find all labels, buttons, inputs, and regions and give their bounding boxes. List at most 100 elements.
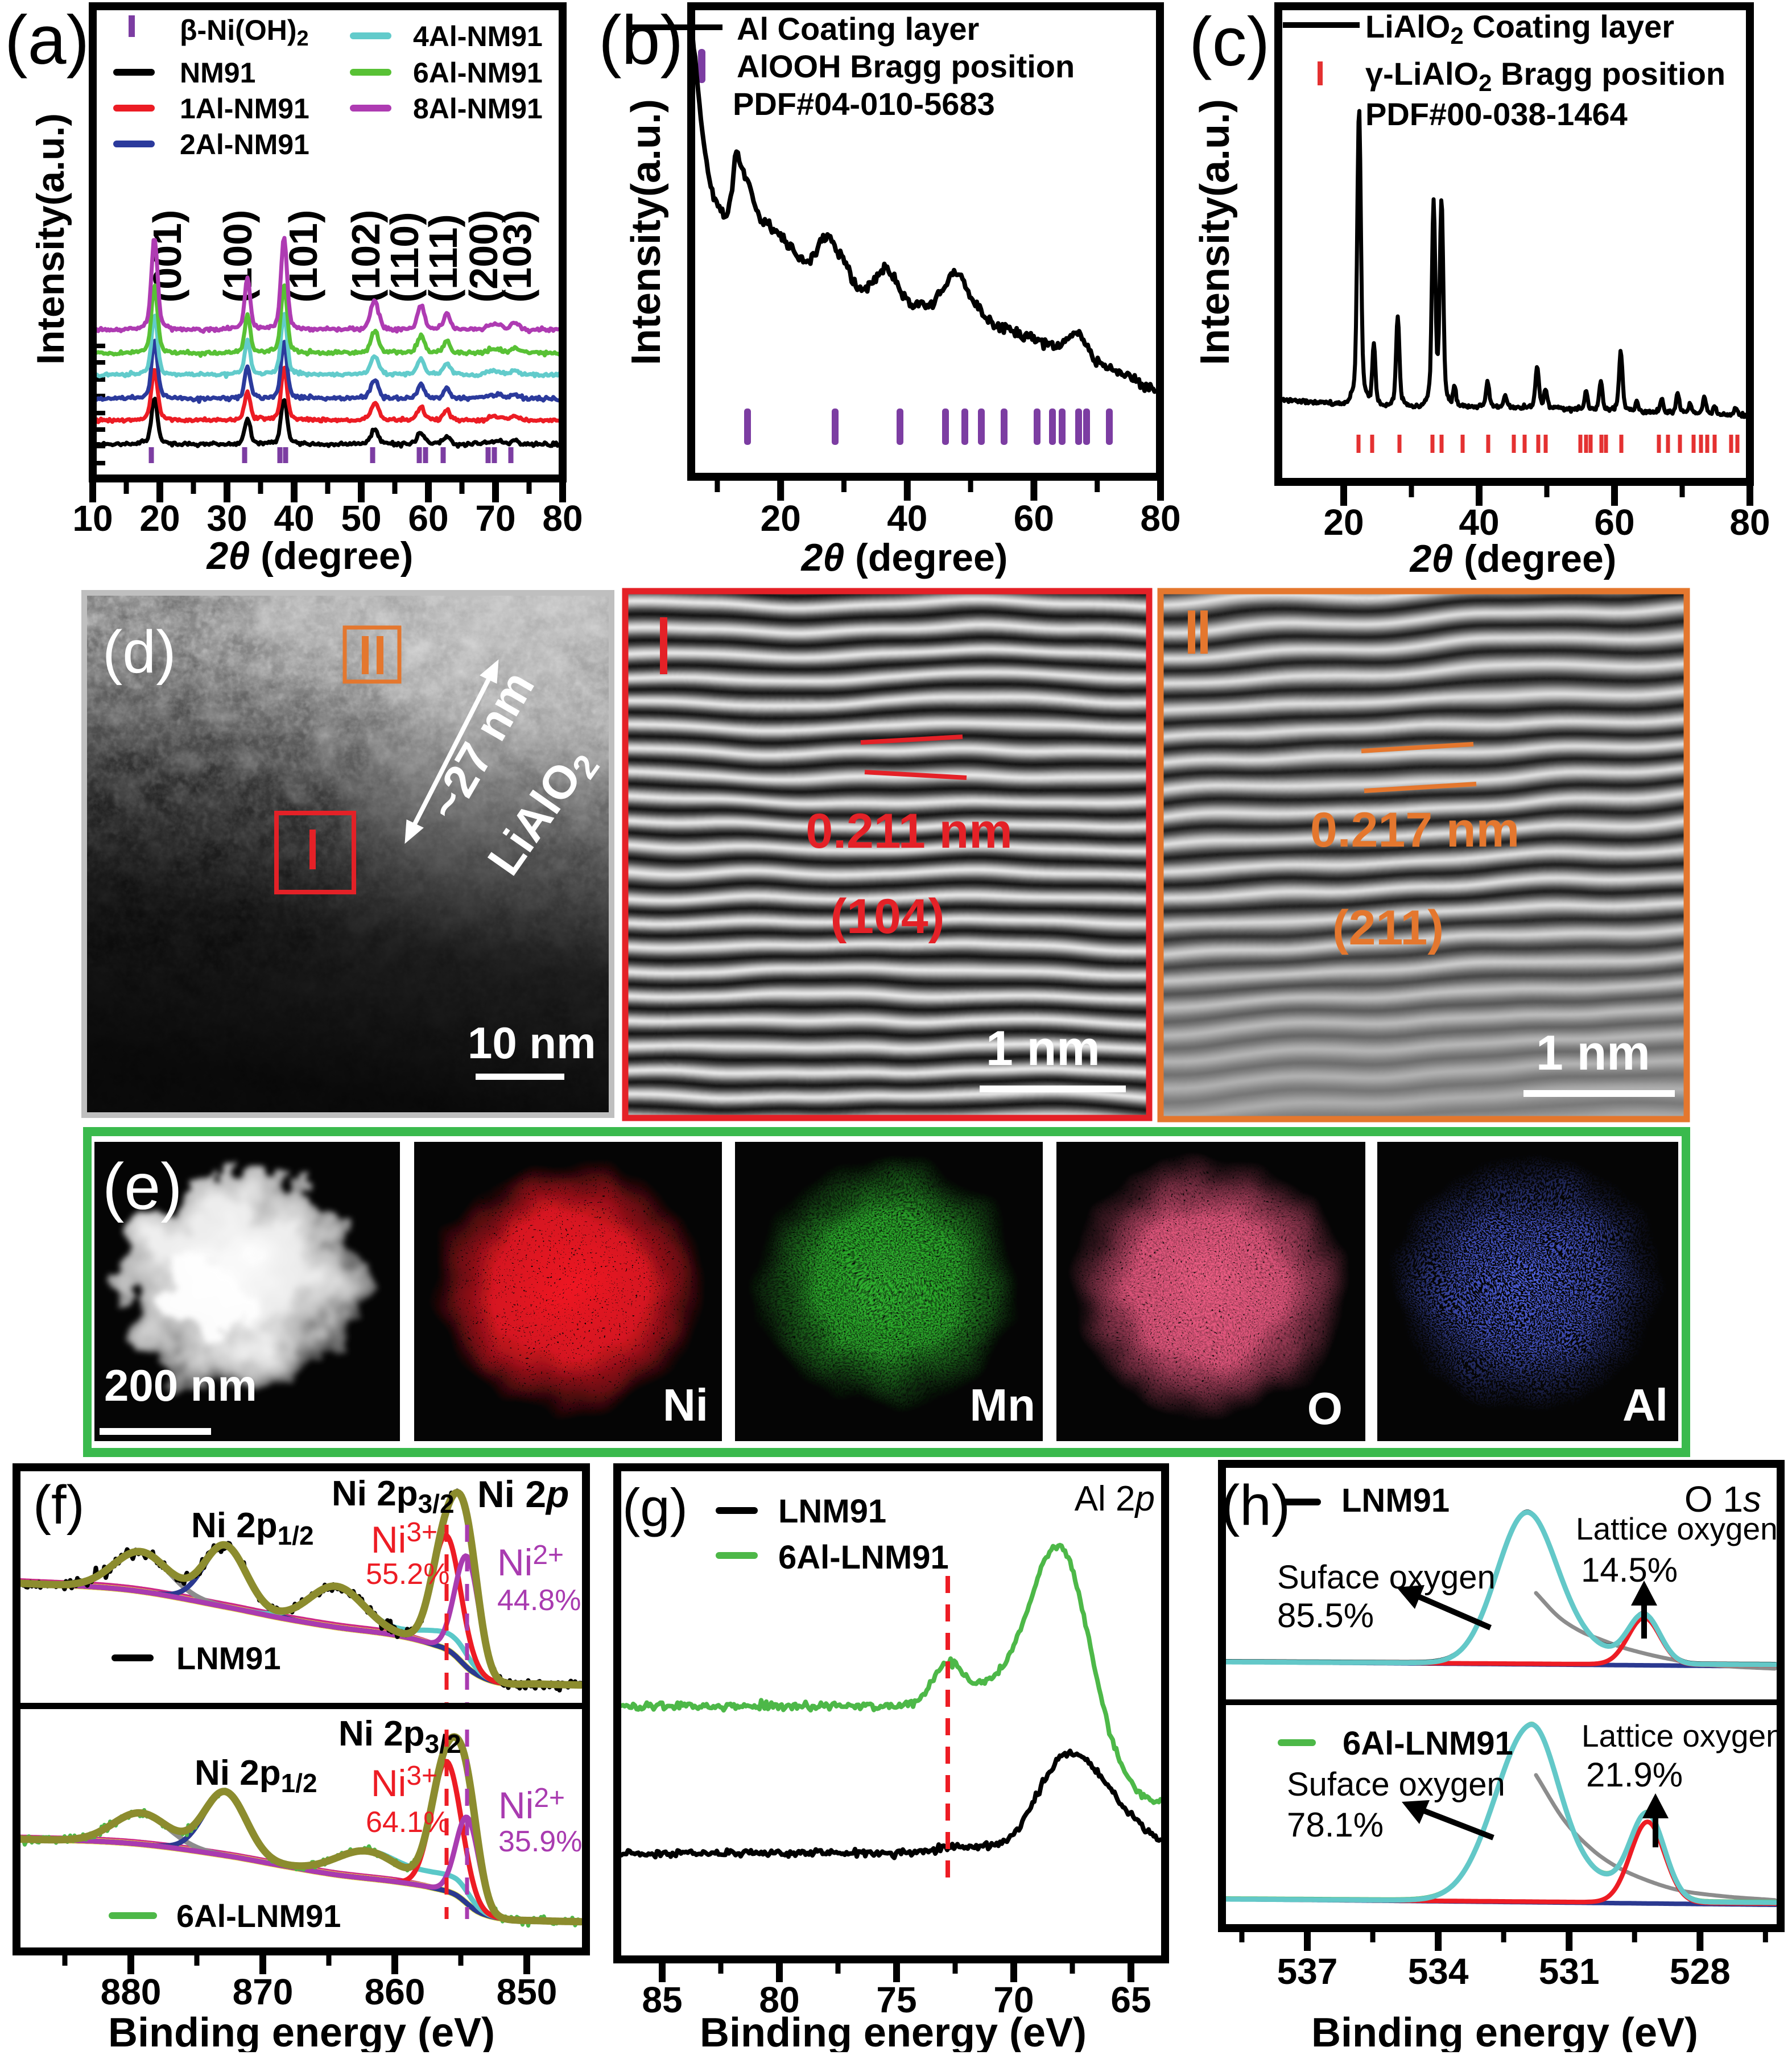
svg-text:Al: Al	[1622, 1380, 1668, 1430]
svg-text:200 nm: 200 nm	[104, 1360, 257, 1410]
svg-text:(e): (e)	[102, 1150, 183, 1223]
svg-text:531: 531	[1539, 1951, 1600, 1992]
svg-text:8Al-NM91: 8Al-NM91	[413, 93, 543, 125]
svg-text:60: 60	[1014, 498, 1054, 539]
svg-text:Intensity(a.u.): Intensity(a.u.)	[624, 99, 669, 365]
svg-text:LNM91: LNM91	[778, 1493, 886, 1530]
svg-text:Binding energy (eV): Binding energy (eV)	[700, 2010, 1087, 2052]
svg-text:6Al-LNM91: 6Al-LNM91	[778, 1539, 949, 1576]
svg-text:Binding energy (eV): Binding energy (eV)	[1311, 2010, 1698, 2052]
svg-text:Lattice oxygen: Lattice oxygen	[1582, 1718, 1783, 1753]
svg-text:6Al-NM91: 6Al-NM91	[413, 57, 543, 89]
svg-text:80: 80	[759, 1979, 799, 2020]
svg-text:(d): (d)	[102, 618, 176, 686]
svg-text:Mn: Mn	[969, 1380, 1035, 1430]
svg-text:70: 70	[993, 1979, 1034, 2020]
svg-text:(f): (f)	[33, 1475, 85, 1536]
svg-text:Ni: Ni	[663, 1380, 708, 1430]
svg-text:65: 65	[1110, 1979, 1151, 2020]
svg-text:Ni 2p: Ni 2p	[477, 1473, 569, 1515]
svg-text:80: 80	[542, 498, 583, 539]
svg-text:Ni2+: Ni2+	[498, 1783, 565, 1826]
svg-text:80: 80	[1140, 498, 1180, 539]
svg-text:528: 528	[1670, 1951, 1731, 1992]
svg-text:10 nm: 10 nm	[468, 1018, 596, 1068]
svg-text:LNM91: LNM91	[1341, 1482, 1450, 1519]
svg-text:85: 85	[642, 1979, 682, 2020]
svg-text:(g): (g)	[622, 1478, 688, 1537]
svg-text:(102): (102)	[344, 210, 388, 303]
svg-text:1 nm: 1 nm	[986, 1021, 1100, 1076]
svg-text:85.5%: 85.5%	[1277, 1596, 1374, 1635]
svg-text:1Al-NM91: 1Al-NM91	[180, 93, 309, 125]
svg-text:γ-LiAlO2 Bragg position: γ-LiAlO2 Bragg position	[1365, 56, 1725, 96]
svg-text:(200): (200)	[461, 210, 506, 303]
svg-text:(111): (111)	[421, 214, 465, 303]
svg-text:860: 860	[365, 1971, 426, 2012]
svg-text:78.1%: 78.1%	[1287, 1806, 1384, 1844]
svg-text:14.5%: 14.5%	[1581, 1551, 1678, 1589]
svg-text:Ni3+: Ni3+	[371, 1517, 437, 1561]
svg-text:(104): (104)	[831, 889, 945, 944]
svg-text:537: 537	[1277, 1951, 1338, 1992]
svg-text:2θ (degree): 2θ (degree)	[1409, 537, 1617, 580]
svg-text:75: 75	[876, 1979, 916, 2020]
svg-text:0.211 nm: 0.211 nm	[806, 804, 1012, 859]
svg-text:Lattice oxygen: Lattice oxygen	[1576, 1511, 1778, 1546]
svg-text:Suface oxygen: Suface oxygen	[1287, 1766, 1505, 1803]
svg-text:40: 40	[1459, 502, 1499, 543]
svg-text:PDF#00-038-1464: PDF#00-038-1464	[1365, 96, 1628, 132]
svg-text:870: 870	[233, 1971, 294, 2012]
svg-text:30: 30	[207, 498, 247, 539]
svg-text:20: 20	[761, 498, 801, 539]
svg-text:20: 20	[139, 498, 180, 539]
svg-text:(h): (h)	[1221, 1474, 1290, 1537]
svg-text:10: 10	[72, 498, 113, 539]
svg-text:880: 880	[101, 1971, 162, 2012]
svg-text:40: 40	[887, 498, 927, 539]
svg-text:60: 60	[1594, 502, 1634, 543]
svg-text:(a): (a)	[5, 1, 89, 79]
svg-text:(103): (103)	[495, 210, 539, 303]
svg-text:4Al-NM91: 4Al-NM91	[413, 20, 543, 52]
svg-text:Al 2p: Al 2p	[1075, 1479, 1155, 1518]
svg-text:534: 534	[1408, 1951, 1469, 1992]
svg-text:Intensity(a.u.): Intensity(a.u.)	[1192, 99, 1238, 365]
svg-text:Suface oxygen: Suface oxygen	[1277, 1559, 1496, 1596]
svg-text:LNM91: LNM91	[176, 1640, 281, 1676]
svg-text:Intensity(a.u.): Intensity(a.u.)	[29, 113, 72, 365]
svg-text:PDF#04-010-5683: PDF#04-010-5683	[733, 86, 995, 122]
svg-text:35.9%: 35.9%	[498, 1825, 582, 1858]
svg-text:20: 20	[1323, 502, 1364, 543]
svg-text:850: 850	[497, 1971, 558, 2012]
svg-text:Binding energy (eV): Binding energy (eV)	[108, 2010, 495, 2052]
svg-text:Ni2+: Ni2+	[497, 1540, 564, 1583]
svg-text:(211): (211)	[1332, 901, 1444, 955]
svg-text:β-Ni(OH)2: β-Ni(OH)2	[180, 14, 309, 51]
svg-text:2θ (degree): 2θ (degree)	[206, 534, 414, 577]
svg-text:60: 60	[408, 498, 448, 539]
svg-text:40: 40	[274, 498, 314, 539]
svg-text:(100): (100)	[216, 210, 260, 303]
svg-text:(c): (c)	[1189, 3, 1270, 80]
svg-text:44.8%: 44.8%	[497, 1584, 581, 1617]
svg-text:55.2%: 55.2%	[366, 1558, 449, 1591]
svg-text:(110): (110)	[382, 212, 427, 303]
svg-text:Ni 2p1/2: Ni 2p1/2	[191, 1506, 314, 1550]
svg-text:50: 50	[341, 498, 381, 539]
svg-text:2Al-NM91: 2Al-NM91	[180, 129, 309, 160]
svg-text:2θ (degree): 2θ (degree)	[800, 536, 1008, 579]
svg-text:6Al-LNM91: 6Al-LNM91	[1343, 1725, 1513, 1762]
svg-text:NM91: NM91	[180, 57, 255, 89]
svg-text:1 nm: 1 nm	[1536, 1026, 1650, 1080]
svg-text:Al Coating layer: Al Coating layer	[737, 11, 979, 47]
svg-text:64.1%: 64.1%	[366, 1806, 449, 1839]
svg-text:21.9%: 21.9%	[1586, 1756, 1683, 1794]
svg-text:0.217 nm: 0.217 nm	[1310, 803, 1520, 857]
svg-text:O 1s: O 1s	[1684, 1479, 1761, 1520]
svg-text:(b): (b)	[598, 1, 683, 79]
svg-text:LiAlO2 Coating layer: LiAlO2 Coating layer	[1365, 9, 1674, 49]
svg-text:70: 70	[475, 498, 515, 539]
svg-text:80: 80	[1729, 502, 1770, 543]
svg-text:6Al-LNM91: 6Al-LNM91	[176, 1898, 341, 1934]
